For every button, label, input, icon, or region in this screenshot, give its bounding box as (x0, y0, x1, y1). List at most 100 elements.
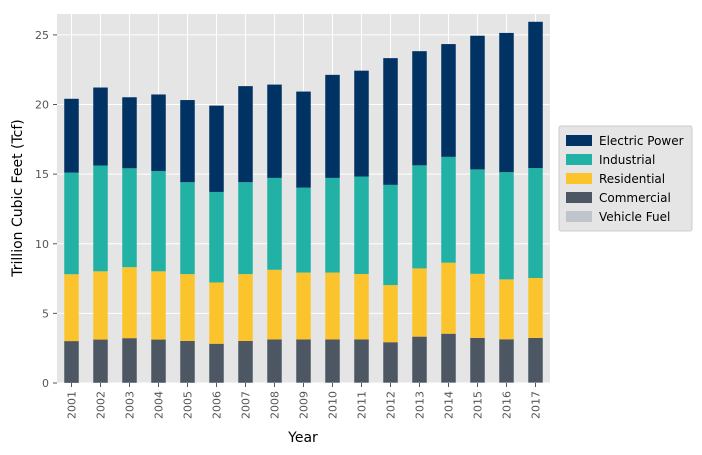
bar-segment (383, 58, 398, 185)
bar-segment (64, 172, 79, 275)
x-tick-label: 2014 (443, 391, 456, 419)
legend-label: Vehicle Fuel (599, 210, 670, 224)
x-tick-label: 2017 (530, 391, 543, 419)
legend-box (558, 125, 693, 232)
bar-segment (528, 278, 543, 338)
bar-segment (296, 91, 311, 188)
bar-segment (64, 341, 79, 383)
bar-segment (470, 382, 485, 383)
x-axis-label: Year (287, 430, 318, 446)
bar-segment (441, 44, 456, 157)
bar-segment (151, 94, 166, 172)
bar-segment (122, 168, 137, 268)
bar-segment (209, 282, 224, 344)
x-tick-label: 2004 (153, 391, 166, 419)
bar-segment (238, 86, 253, 183)
y-tick-label: 0 (42, 377, 49, 390)
bar-segment (325, 339, 340, 383)
legend-label: Electric Power (599, 134, 684, 148)
bar-segment (354, 176, 369, 274)
bar-segment (499, 172, 514, 280)
bar-segment (528, 21, 543, 169)
bar-segment (180, 182, 195, 275)
bar-segment (499, 279, 514, 340)
bar-segment (383, 184, 398, 286)
bar-segment (470, 169, 485, 274)
bar-segment (93, 339, 108, 383)
y-tick-label: 25 (35, 29, 49, 42)
legend-label: Industrial (599, 153, 655, 167)
x-tick-label: 2006 (211, 391, 224, 419)
legend-swatch (566, 135, 592, 146)
x-tick-label: 2016 (501, 391, 514, 419)
bar-segment (122, 97, 137, 169)
bar-segment (412, 165, 427, 269)
bar-segment (267, 269, 282, 340)
bar-segment (180, 340, 195, 383)
y-tick-label: 10 (35, 238, 49, 251)
bar-segment (296, 339, 311, 383)
bar-segment (64, 98, 79, 173)
bar-segment (93, 165, 108, 272)
bar-segment (499, 32, 514, 173)
x-tick-label: 2002 (95, 391, 108, 419)
bar-segment (528, 382, 543, 383)
bar-segment (122, 338, 137, 383)
bar-segment (151, 171, 166, 272)
bar-segment (499, 339, 514, 383)
x-tick-label: 2010 (327, 391, 340, 419)
x-tick-label: 2015 (472, 391, 485, 419)
x-tick-label: 2001 (66, 391, 79, 419)
legend-label: Commercial (599, 191, 671, 205)
x-tick-label: 2012 (385, 391, 398, 419)
bar-segment (238, 274, 253, 341)
bar-segment (180, 274, 195, 341)
legend-swatch (566, 173, 592, 184)
bar-segment (238, 340, 253, 383)
bar-segment (325, 74, 340, 178)
bar-segment (354, 339, 369, 383)
bar-segment (383, 342, 398, 383)
y-axis-ticks: 0 5 10 15 20 25 (35, 29, 57, 390)
bar-segment (499, 382, 514, 383)
bar-segment (528, 168, 543, 279)
bar-segment (470, 337, 485, 383)
bar-segment (412, 268, 427, 337)
bar-segment (151, 339, 166, 383)
bar-segment (238, 182, 253, 275)
bar-segment (296, 187, 311, 273)
bar-segment (441, 333, 456, 383)
x-tick-label: 2003 (124, 391, 137, 419)
y-tick-label: 20 (35, 99, 49, 112)
bar-segment (528, 337, 543, 383)
x-tick-label: 2011 (356, 391, 369, 419)
bar-segment (64, 274, 79, 342)
bar-segment (122, 267, 137, 339)
legend-swatch (566, 192, 592, 203)
bar-segment (470, 273, 485, 338)
bar-segment (470, 35, 485, 170)
bar-segment (412, 336, 427, 383)
x-axis-ticks: 2001 2002 2003 2004 2005 2006 2007 2008 2009 2010… (66, 383, 543, 419)
x-tick-label: 2007 (240, 391, 253, 419)
bar-segment (441, 382, 456, 383)
bar-segment (354, 273, 369, 340)
bar-segment (325, 272, 340, 340)
bars (64, 21, 543, 383)
bar-segment (93, 87, 108, 166)
bar-segment (441, 262, 456, 334)
bar-segment (209, 191, 224, 283)
bar-segment (267, 84, 282, 178)
x-tick-label: 2013 (414, 391, 427, 419)
y-tick-label: 15 (35, 168, 49, 181)
y-axis-label: Trillion Cubic Feet (Tcf) (10, 119, 26, 277)
bar-segment (93, 271, 108, 340)
bar-segment (325, 177, 340, 273)
legend-swatch (566, 154, 592, 165)
bar-segment (441, 156, 456, 263)
bar-segment (354, 70, 369, 177)
legend-label: Residential (599, 172, 665, 186)
bar-segment (267, 339, 282, 383)
bar-segment (383, 285, 398, 343)
